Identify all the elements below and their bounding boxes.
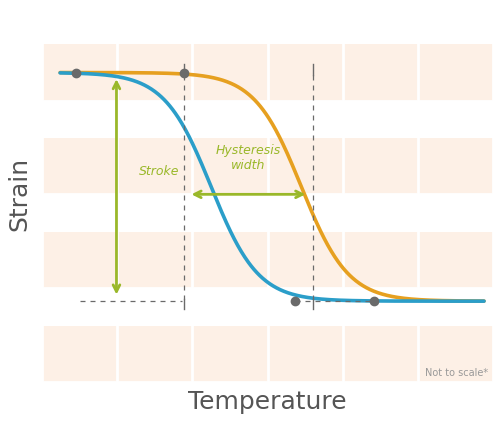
Bar	[42, 45, 493, 101]
Bar	[42, 325, 493, 382]
Y-axis label: Strain: Strain	[7, 157, 31, 232]
Text: Not to scale*: Not to scale*	[426, 368, 488, 378]
Bar	[42, 138, 493, 195]
Bar	[42, 232, 493, 288]
Text: Stroke: Stroke	[139, 165, 179, 179]
X-axis label: Temperature: Temperature	[188, 390, 347, 414]
Text: Hysteresis
width: Hysteresis width	[216, 144, 281, 172]
